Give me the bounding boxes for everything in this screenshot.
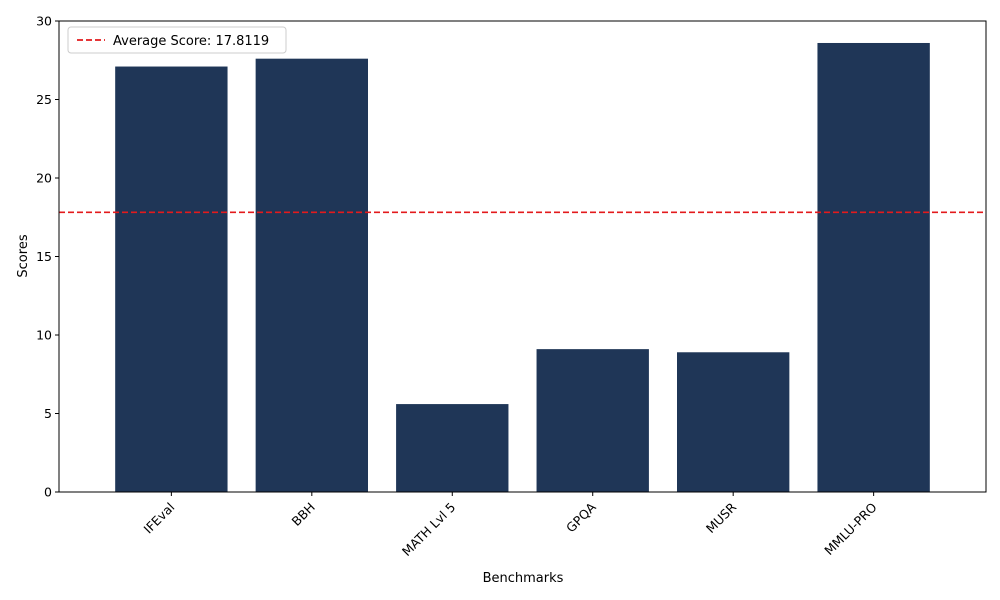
bar-1 [255,58,368,493]
x-tick-label-3: GPQA [563,499,599,535]
x-tick-label-5: MMLU-PRO [821,499,880,558]
bar-4 [677,352,790,492]
x-tick-label-2: MATH Lvl 5 [399,500,458,559]
y-tick-label-6: 30 [36,14,52,29]
bar-0 [115,66,228,492]
y-tick-label-4: 20 [36,171,52,186]
x-ticks: IFEval BBH MATH Lvl 5 GPQA MUSR MMLU-PRO [140,492,880,559]
bar-2 [396,404,509,492]
y-tick-label-5: 25 [36,92,52,107]
legend-label: Average Score: 17.8119 [113,34,269,49]
x-axis-label: Benchmarks [483,571,564,586]
y-tick-label-1: 5 [44,406,52,421]
x-tick-label-4: MUSR [703,499,740,536]
bar-5 [817,42,930,492]
bars [115,42,930,493]
y-tick-label-0: 0 [44,485,52,500]
y-axis-label: Scores [16,234,31,277]
bar-3 [536,349,649,492]
x-tick-label-1: BBH [289,500,318,529]
legend-box [67,26,287,54]
y-ticks: 0 5 10 15 20 25 30 [36,14,59,500]
x-tick-label-0: IFEval [140,500,177,537]
y-tick-label-3: 15 [36,249,52,264]
legend: Average Score: 17.8119 [67,26,287,54]
y-tick-label-2: 10 [36,328,52,343]
